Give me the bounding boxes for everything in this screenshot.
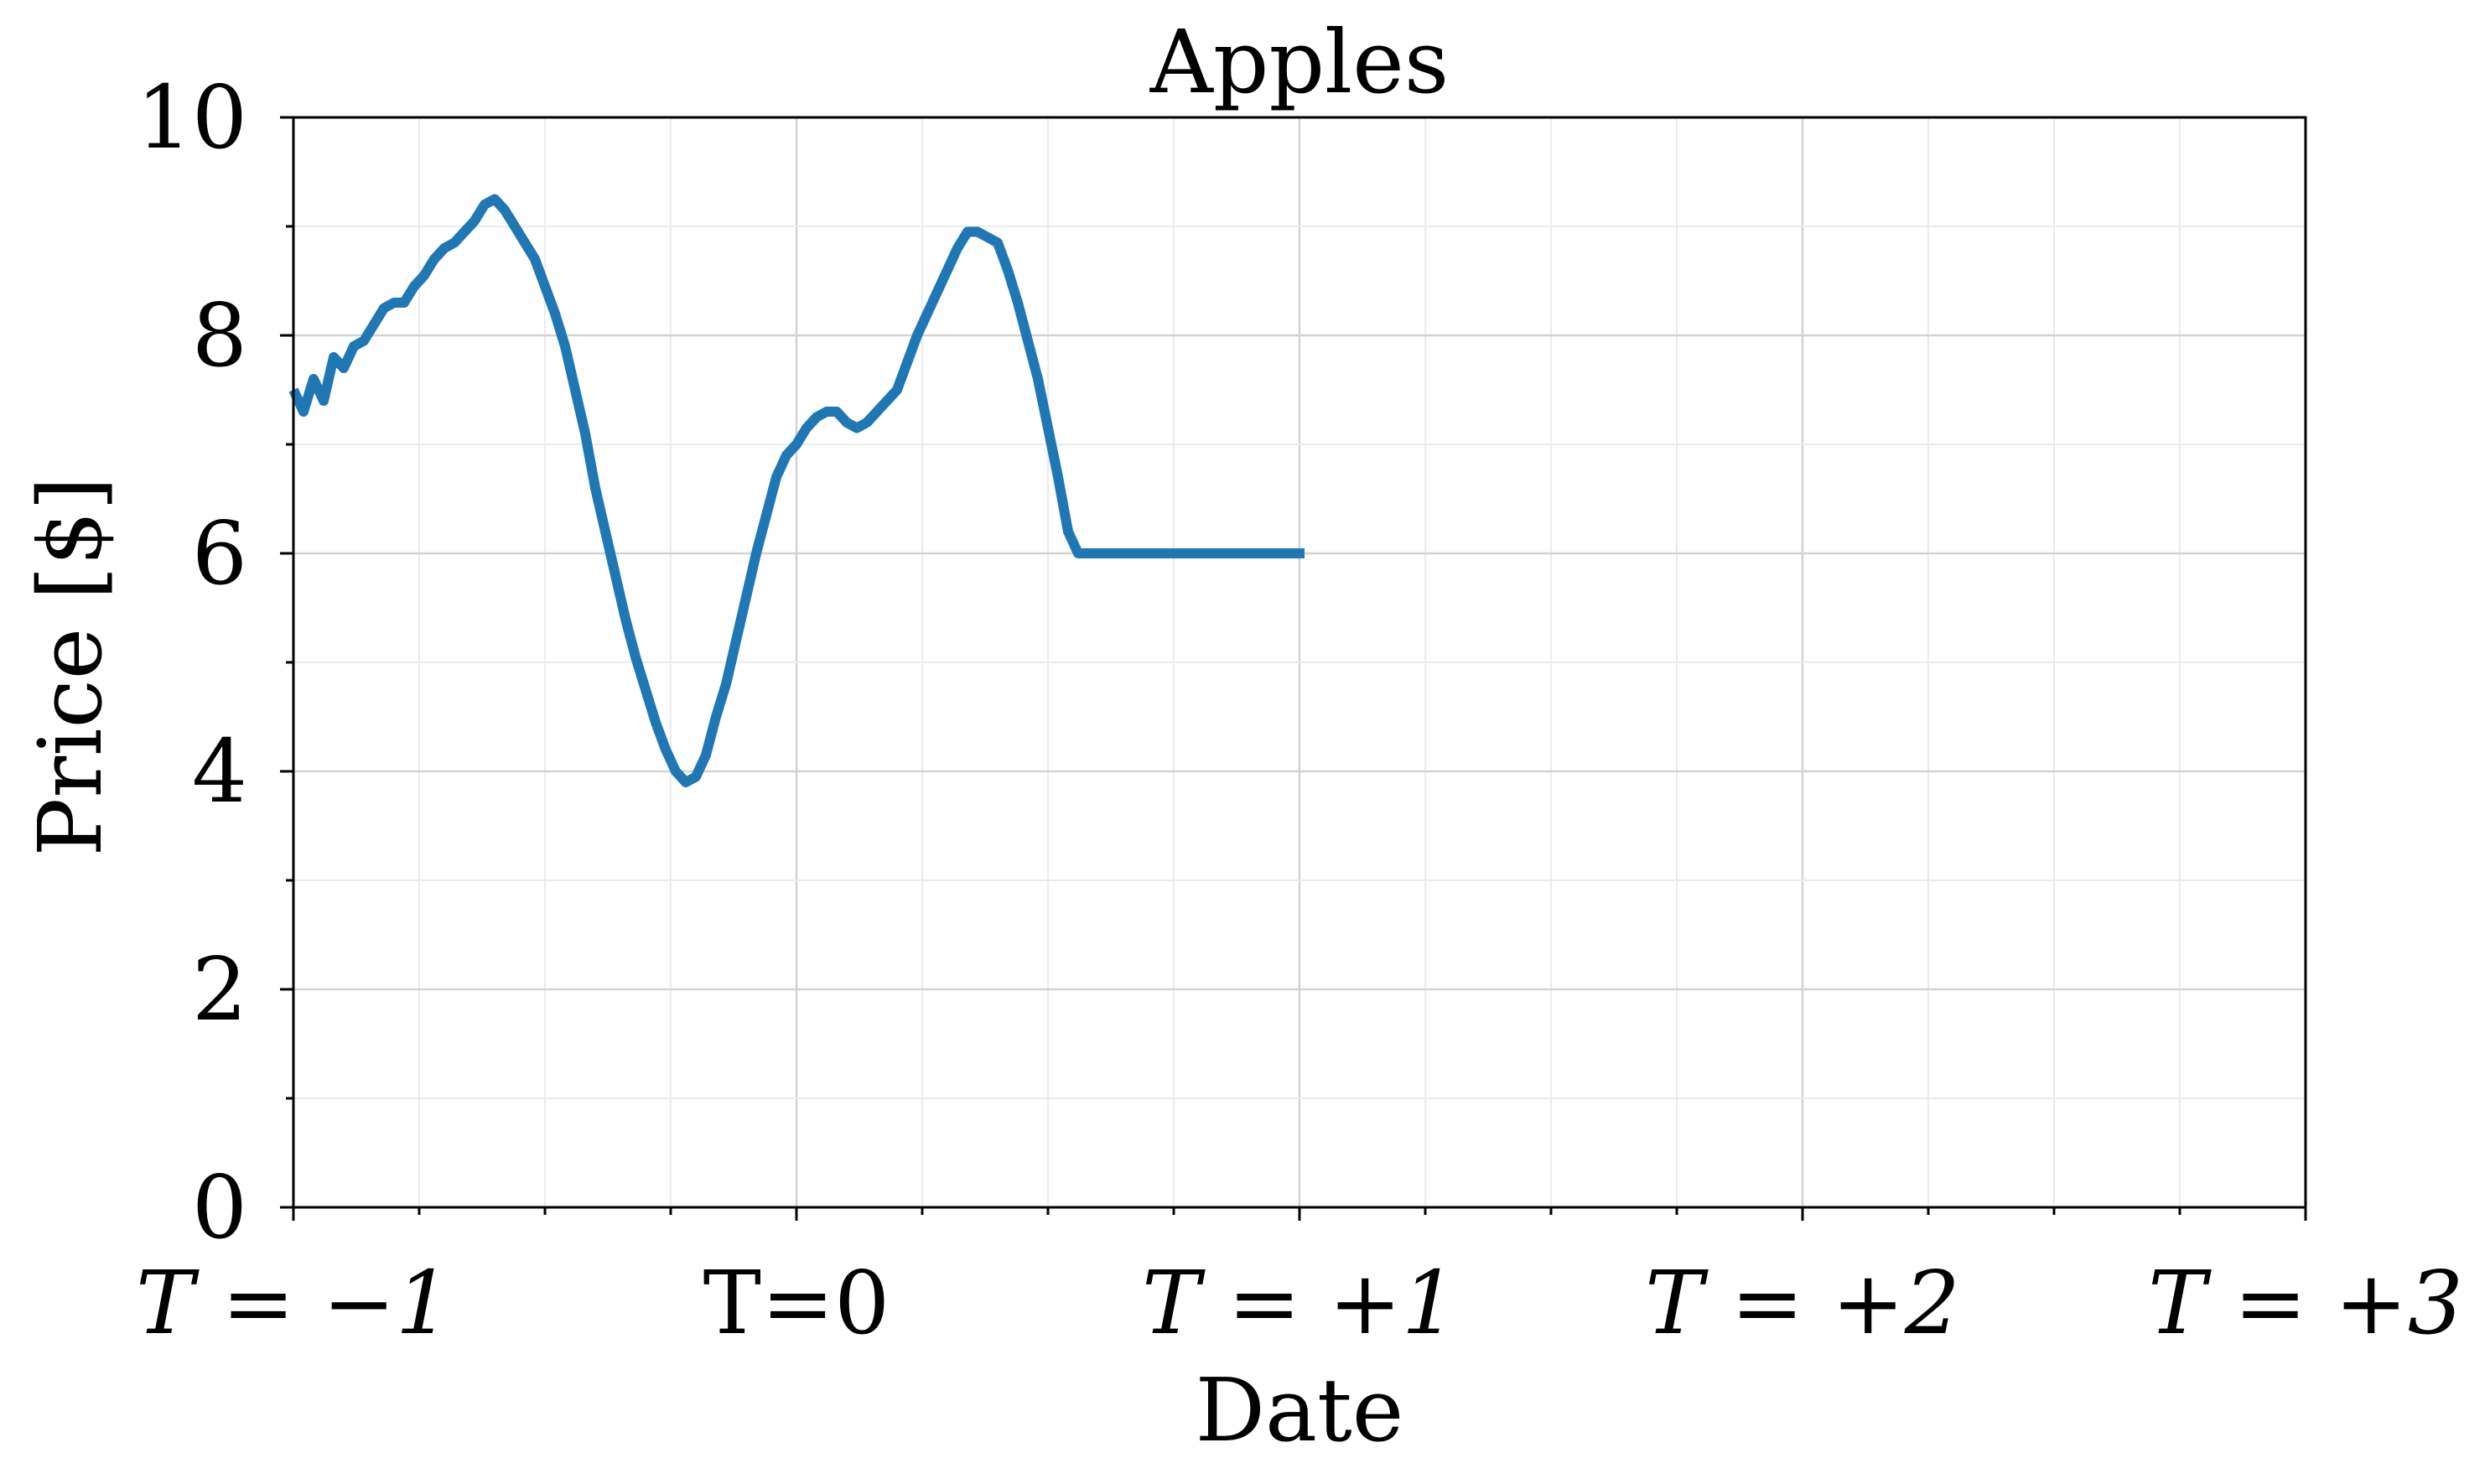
chart-title: Apples bbox=[1149, 11, 1449, 113]
x-tick-label: T = +2 bbox=[1645, 1252, 1960, 1354]
y-tick-label: 2 bbox=[192, 938, 247, 1040]
y-tick-label: 0 bbox=[192, 1156, 247, 1258]
y-tick-labels: 0 2 4 6 8 10 bbox=[137, 66, 247, 1258]
series-line bbox=[288, 194, 1305, 787]
y-tick-label: 10 bbox=[137, 66, 247, 169]
y-tick-label: 8 bbox=[192, 284, 247, 387]
y-axis-label: Price [$] bbox=[19, 476, 122, 856]
x-tick-label: T=0 bbox=[703, 1252, 890, 1354]
y-tick-label: 6 bbox=[192, 502, 247, 604]
x-axis-label: Date bbox=[1196, 1359, 1404, 1461]
x-tick-label: T = +3 bbox=[2148, 1252, 2463, 1354]
x-tick-labels: T = −1 T=0 T = +1 T = +2 T = +3 bbox=[136, 1252, 2463, 1354]
x-tick-label: T = −1 bbox=[136, 1252, 451, 1354]
x-tick-label: T = +1 bbox=[1142, 1252, 1457, 1354]
series-group bbox=[288, 194, 1305, 787]
y-tick-label: 4 bbox=[192, 720, 247, 822]
grid bbox=[293, 117, 2306, 1207]
axis-ticks bbox=[280, 116, 2307, 1221]
